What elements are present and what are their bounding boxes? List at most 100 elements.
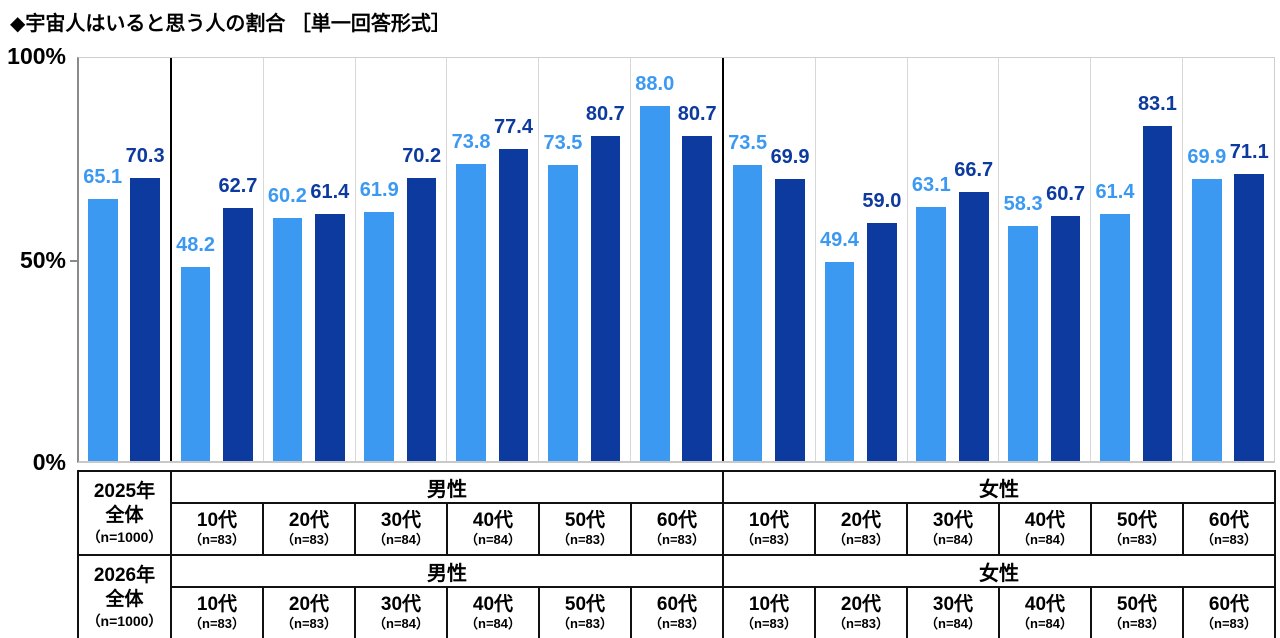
- bar-value-label-2026年-男性50代: 80.7: [585, 102, 625, 125]
- bar-value-label-2026年-男性10代: 62.7: [218, 175, 258, 198]
- bar-value-label-2025年-女性20代: 49.4: [819, 228, 859, 251]
- age-cell: 40代 （n=84）: [446, 586, 540, 638]
- year-label: 2026年: [93, 565, 156, 587]
- bar-value-label-2025年-女性40代: 58.3: [1003, 193, 1043, 216]
- age-cell: 20代 （n=83）: [262, 586, 356, 638]
- bar-value-label-2025年-男性20代: 60.2: [267, 185, 307, 208]
- sample-size: （n=84）: [925, 616, 981, 632]
- bar-value-label-2026年-男性40代: 77.4: [494, 116, 533, 139]
- age-cell: 30代 （n=84）: [354, 502, 448, 556]
- age-cell: 20代 （n=83）: [262, 502, 356, 556]
- bar-2025年-男性20代: [272, 218, 303, 461]
- chart-zone-女性30代: 63.1 66.7: [908, 58, 1000, 461]
- sample-size: （n=83）: [1201, 532, 1257, 548]
- bar-value-label-2025年-男性50代: 73.5: [543, 131, 583, 154]
- bar-2026年-男性10代: [223, 208, 253, 461]
- bar-value-label-2026年-男性20代: 61.4: [310, 180, 350, 203]
- bar-2025年-全体: [87, 198, 118, 461]
- sample-size: （n=83）: [281, 532, 337, 548]
- age-cell: 60代 （n=83）: [630, 502, 724, 556]
- chart-zone-女性10代: 73.5 69.9: [724, 58, 816, 461]
- chart-zone-男性30代: 61.9 70.2: [356, 58, 448, 461]
- age-cell: 40代 （n=84）: [998, 586, 1092, 638]
- bar-2026年-女性50代: [1142, 126, 1173, 461]
- sample-size: （n=83）: [741, 532, 797, 548]
- age-cell: 10代 （n=83）: [170, 502, 264, 556]
- age-cell: 40代 （n=84）: [998, 502, 1092, 556]
- sample-size: （n=83）: [741, 616, 797, 632]
- bar-value-label-2025年-男性60代: 88.0: [635, 73, 675, 96]
- age-cell: 50代 （n=83）: [1090, 586, 1184, 638]
- bar-value-label-2025年-男性30代: 61.9: [359, 178, 399, 201]
- year-label: 2025年: [93, 481, 156, 503]
- y-axis-label-100: 100%: [7, 43, 66, 69]
- sample-size: （n=83）: [189, 532, 245, 548]
- bar-value-label-2026年-女性30代: 66.7: [954, 159, 994, 182]
- sample-size: （n=83）: [1201, 616, 1257, 632]
- bar-2025年-女性50代: [1100, 213, 1130, 461]
- sample-size: （n=83）: [649, 532, 705, 548]
- bar-value-label-2025年-男性10代: 48.2: [176, 233, 216, 256]
- sample-size: （n=1000）: [86, 528, 163, 545]
- age-cell: 60代 （n=83）: [1182, 502, 1276, 556]
- plot-area: 65.1 70.3 48.2 62.7 60.2 61.4 61.9 70.2 73.8 77.4…: [77, 57, 1275, 463]
- age-label: 30代: [932, 594, 974, 616]
- sample-size: （n=84）: [1017, 616, 1073, 632]
- bar-value-label-2026年-全体: 70.3: [125, 144, 165, 167]
- chart-zone-女性60代: 69.9 71.1: [1183, 58, 1274, 461]
- bar-2025年-男性40代: [456, 163, 486, 461]
- bar-2025年-男性10代: [180, 266, 211, 461]
- sample-size: （n=84）: [925, 532, 981, 548]
- category-table: 2025年 全体 （n=1000） 男性 女性 10代 （n=83） 20代 （n=…: [77, 470, 1276, 638]
- bar-2025年-男性50代: [548, 164, 578, 461]
- age-cell: 30代 （n=84）: [354, 586, 448, 638]
- age-cell: 50代 （n=83）: [538, 502, 632, 556]
- age-label: 40代: [1024, 594, 1066, 616]
- bar-2025年-女性40代: [1008, 226, 1038, 461]
- age-label: 40代: [472, 594, 514, 616]
- bar-value-label-2026年-女性40代: 60.7: [1046, 183, 1086, 206]
- group-label: 全体: [105, 588, 144, 610]
- bar-value-label-2026年-女性20代: 59.0: [862, 190, 902, 213]
- chart-zone-全体: 65.1 70.3: [79, 58, 172, 461]
- bar-2026年-女性60代: [1234, 174, 1265, 461]
- bar-2025年-男性30代: [364, 211, 395, 461]
- bar-2025年-女性30代: [916, 206, 947, 461]
- age-label: 10代: [196, 510, 238, 532]
- chart-zone-女性20代: 49.4 59.0: [816, 58, 908, 461]
- bar-2026年-全体: [130, 177, 160, 461]
- age-cell: 10代 （n=83）: [170, 586, 264, 638]
- sample-size: （n=1000）: [86, 612, 163, 629]
- age-label: 50代: [564, 510, 606, 532]
- bar-2026年-男性30代: [406, 178, 437, 461]
- chart-title: ◆宇宙人はいると思う人の割合 ［単一回答形式］: [10, 13, 451, 35]
- age-cell: 20代 （n=83）: [814, 586, 908, 638]
- bar-2026年-男性60代: [682, 135, 712, 461]
- chart-zone-女性50代: 61.4 83.1: [1091, 58, 1184, 461]
- sample-size: （n=83）: [649, 616, 705, 632]
- bar-value-label-2025年-女性50代: 61.4: [1095, 180, 1135, 203]
- chart-zone-女性40代: 58.3 60.7: [999, 58, 1092, 461]
- age-cell: 50代 （n=83）: [538, 586, 632, 638]
- y-axis-label-50: 50%: [19, 247, 66, 273]
- bar-2026年-男性50代: [590, 135, 621, 461]
- age-cell: 40代 （n=84）: [446, 502, 540, 556]
- bar-value-label-2026年-女性60代: 71.1: [1229, 141, 1269, 164]
- age-label: 30代: [932, 510, 974, 532]
- table-year-cell-2025: 2025年 全体 （n=1000）: [77, 470, 172, 556]
- group-label: 全体: [105, 504, 144, 526]
- age-cell: 10代 （n=83）: [722, 502, 816, 556]
- bar-value-label-2026年-女性10代: 69.9: [770, 146, 810, 169]
- bar-value-label-2025年-男性40代: 73.8: [451, 130, 491, 153]
- sample-size: （n=84）: [1017, 532, 1073, 548]
- bar-2026年-女性40代: [1050, 216, 1081, 461]
- sample-size: （n=83）: [833, 616, 889, 632]
- bar-2026年-女性10代: [775, 179, 805, 461]
- y-axis-label-0: 0%: [32, 449, 66, 475]
- age-label: 50代: [1116, 510, 1158, 532]
- sample-size: （n=83）: [557, 532, 613, 548]
- bar-2026年-男性40代: [498, 149, 529, 461]
- bar-value-label-2025年-女性10代: 73.5: [728, 131, 768, 154]
- age-cell: 60代 （n=83）: [1182, 586, 1276, 638]
